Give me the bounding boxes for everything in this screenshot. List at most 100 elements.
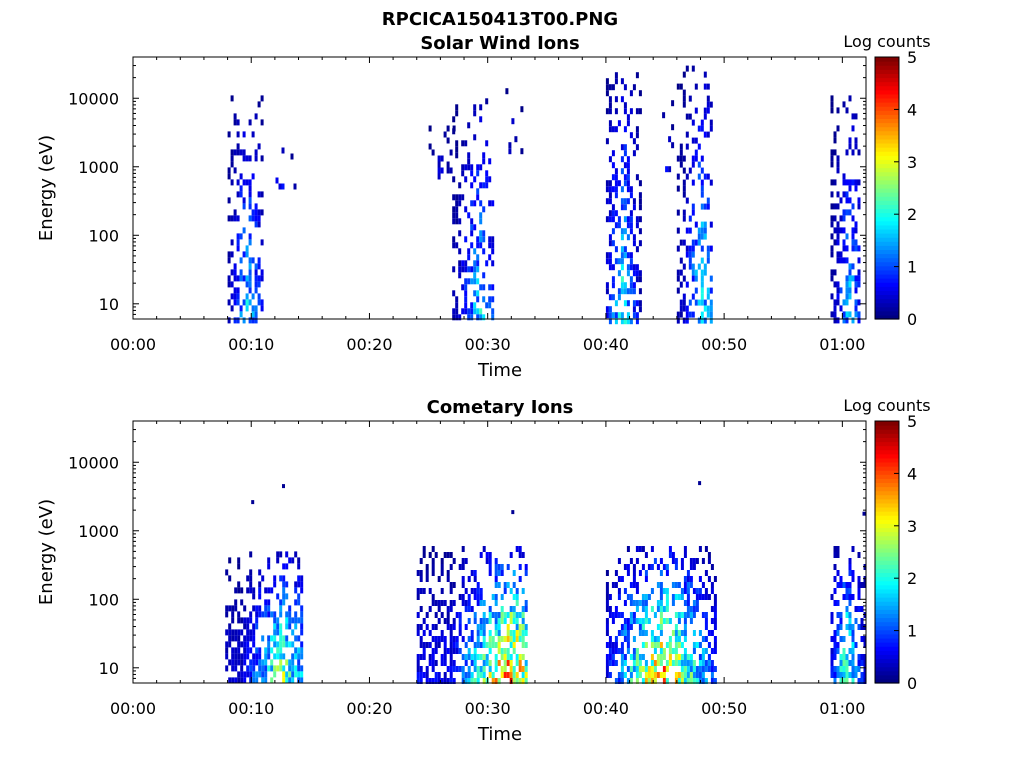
heatmap-cell: [632, 570, 636, 576]
heatmap-cell: [488, 254, 492, 261]
heatmap-cell: [854, 311, 858, 318]
heatmap-cell: [709, 311, 713, 318]
heatmap-cell: [682, 239, 686, 246]
y-tick-label: 1000: [78, 158, 119, 177]
heatmap-cell: [848, 600, 852, 606]
heatmap-cell: [614, 168, 618, 175]
heatmap-cell: [227, 167, 231, 174]
heatmap-cell: [605, 180, 609, 187]
heatmap-cell: [700, 257, 704, 264]
heatmap-cell: [623, 246, 627, 253]
heatmap-cell: [455, 242, 459, 249]
heatmap-cell: [428, 630, 432, 636]
heatmap-cell: [233, 119, 237, 126]
heatmap-cell: [682, 185, 686, 192]
heatmap-cell: [470, 182, 474, 189]
heatmap-cell: [703, 107, 707, 114]
colorbar-segment: [875, 429, 899, 434]
heatmap-cell: [659, 672, 663, 678]
heatmap-cell: [839, 305, 843, 312]
heatmap-cell: [629, 258, 633, 265]
colorbar-segment: [875, 588, 899, 594]
heatmap-cell: [857, 311, 861, 318]
heatmap-cell: [614, 582, 618, 588]
heatmap-cell: [488, 200, 492, 207]
heatmap-cell: [479, 182, 483, 189]
heatmap-cell: [836, 233, 840, 240]
heatmap-cell: [656, 642, 660, 648]
heatmap-cell: [488, 636, 492, 642]
heatmap-cell: [485, 618, 489, 624]
heatmap-cell: [833, 131, 837, 138]
heatmap-cell: [248, 281, 252, 288]
colorbar-segment: [875, 241, 899, 246]
heatmap-cell: [506, 660, 510, 666]
heatmap-cell: [236, 275, 240, 282]
heatmap-cell: [446, 624, 450, 630]
heatmap-cell: [691, 65, 695, 72]
heatmap-cell: [863, 672, 867, 678]
heatmap-cell: [416, 654, 420, 660]
heatmap-cell: [608, 636, 612, 642]
heatmap-cell: [863, 612, 867, 618]
heatmap-cell: [611, 204, 615, 211]
heatmap-cell: [662, 564, 666, 570]
heatmap-cell: [614, 312, 618, 319]
heatmap-cell: [839, 197, 843, 204]
heatmap-cell: [695, 606, 699, 612]
colorbar-segment: [875, 278, 899, 283]
heatmap-cell: [674, 672, 678, 678]
heatmap-cell: [620, 276, 624, 283]
heatmap-cell: [851, 660, 855, 666]
heatmap-cell: [452, 678, 456, 684]
colorbar-segment: [875, 674, 899, 680]
heatmap-cell: [608, 654, 612, 660]
heatmap-cell: [641, 600, 645, 606]
heatmap-cell: [446, 552, 450, 558]
heatmap-cell: [617, 648, 621, 654]
heatmap-cell: [845, 281, 849, 288]
heatmap-cell: [682, 89, 686, 96]
heatmap-cell: [461, 582, 465, 588]
heatmap-cell: [521, 654, 525, 660]
heatmap-cell: [285, 623, 289, 630]
heatmap-cell: [249, 611, 253, 618]
heatmap-cell: [464, 558, 468, 564]
heatmap-cell: [700, 185, 704, 192]
heatmap-cell: [279, 575, 283, 582]
heatmap-cell: [473, 666, 477, 672]
heatmap-cell: [626, 174, 630, 181]
heatmap-cell: [515, 630, 519, 636]
heatmap-cell: [236, 215, 240, 222]
heatmap-cell: [236, 143, 240, 150]
heatmap-cell: [638, 624, 642, 630]
heatmap-cell: [629, 654, 633, 660]
heatmap-cell: [677, 678, 681, 684]
heatmap-cell: [233, 287, 237, 294]
heatmap-cell: [679, 305, 683, 312]
colorbar-segment: [875, 658, 899, 664]
heatmap-cell: [476, 642, 480, 648]
heatmap-cell: [503, 660, 507, 666]
heatmap-cell: [476, 308, 480, 315]
heatmap-cell: [455, 314, 459, 321]
heatmap-cell: [845, 233, 849, 240]
heatmap-cell: [650, 636, 654, 642]
heatmap-cell: [239, 191, 243, 198]
colorbar-segment: [875, 560, 899, 565]
heatmap-cell: [629, 210, 633, 217]
heatmap-cell: [242, 149, 246, 156]
colorbar-segment: [875, 106, 899, 111]
heatmap-cell: [452, 308, 456, 315]
heatmap-cell: [524, 660, 528, 666]
heatmap-cell: [419, 558, 423, 564]
heatmap-cell: [227, 317, 231, 324]
heatmap-cell: [470, 218, 474, 225]
heatmap-cell: [629, 276, 633, 283]
colorbar-segment: [875, 572, 899, 578]
heatmap-cell: [431, 636, 435, 642]
colorbar-label: Log counts: [843, 32, 930, 51]
heatmap-cell: [617, 180, 621, 187]
heatmap-cell: [458, 266, 462, 273]
heatmap-cell: [848, 558, 852, 564]
